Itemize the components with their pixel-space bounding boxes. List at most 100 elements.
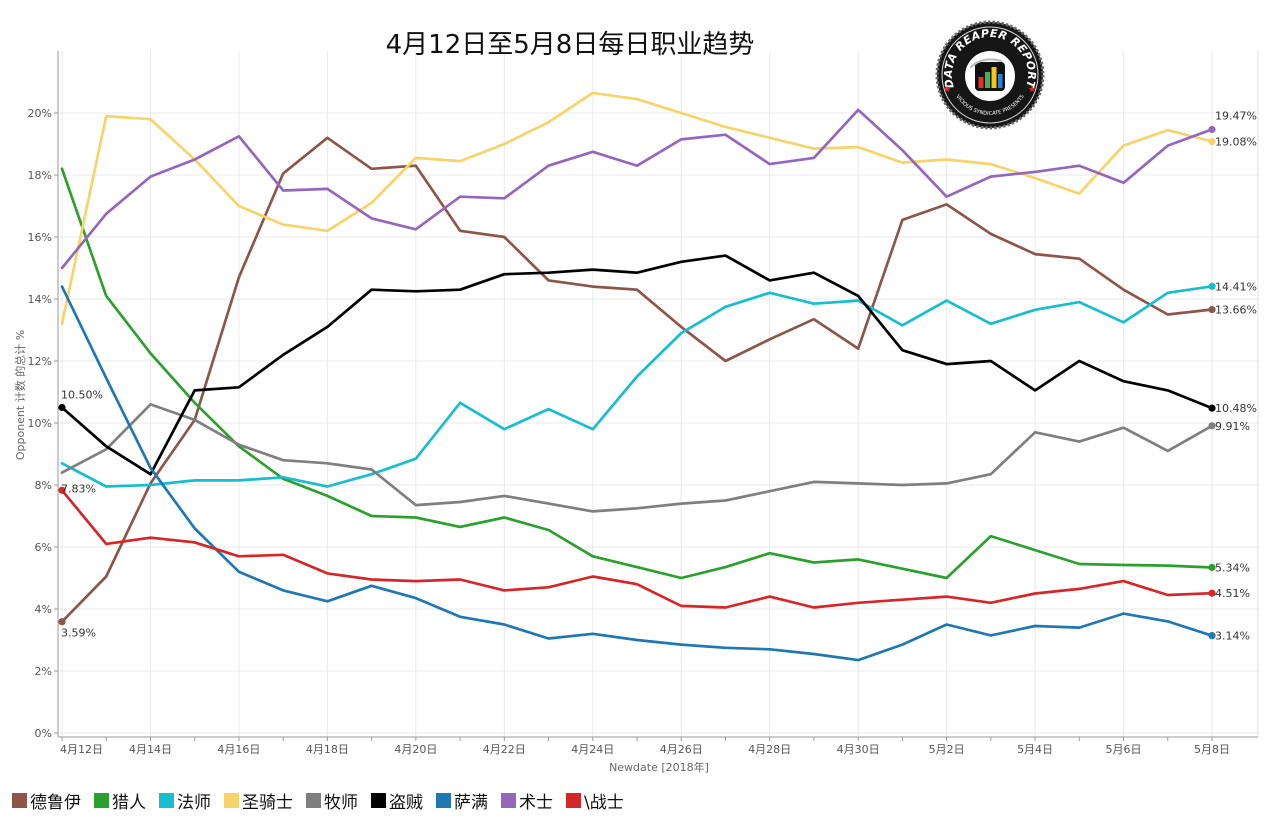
legend-item-shaman[interactable]: 萨满 <box>436 788 488 813</box>
logo-bar-icon <box>985 72 990 88</box>
data-point-mage <box>503 428 506 431</box>
legend-item-warrior[interactable]: \战士 <box>566 788 624 813</box>
logo-bar-icon <box>998 74 1003 88</box>
data-point-paladin <box>812 147 815 150</box>
legend-item-rogue[interactable]: 盗贼 <box>371 788 423 813</box>
data-point-druid <box>414 164 417 167</box>
end-marker-hunter <box>1208 563 1216 572</box>
data-point-shaman <box>370 584 373 587</box>
data-point-paladin <box>989 163 992 166</box>
data-point-warlock <box>901 149 904 152</box>
data-point-druid <box>282 172 285 175</box>
data-point-paladin <box>901 161 904 164</box>
data-point-mage <box>768 291 771 294</box>
legend-swatch-paladin <box>224 793 239 808</box>
legend-item-hunter[interactable]: 猎人 <box>94 788 146 813</box>
data-point-paladin <box>105 115 108 118</box>
y-tick-label: 20% <box>28 107 52 120</box>
data-point-druid <box>105 575 108 578</box>
data-point-mage <box>591 428 594 431</box>
data-point-warlock <box>326 187 329 190</box>
data-point-priest <box>636 507 638 510</box>
data-point-priest <box>105 448 108 451</box>
legend-label-rogue: 盗贼 <box>389 793 423 813</box>
data-point-druid <box>636 288 638 291</box>
data-point-mage <box>680 332 683 335</box>
data-point-shaman <box>105 377 108 380</box>
data-point-hunter <box>945 577 948 579</box>
data-point-shaman <box>61 285 63 288</box>
legend-item-druid[interactable]: 德鲁伊 <box>12 788 81 813</box>
legend-swatch-warrior <box>566 793 581 808</box>
y-tick-label: 4% <box>35 603 52 616</box>
logo-bar-icon <box>991 67 997 88</box>
legend-item-mage[interactable]: 法师 <box>159 788 211 813</box>
data-point-priest <box>812 480 815 483</box>
data-point-shaman <box>414 597 417 600</box>
data-point-hunter <box>326 494 329 497</box>
data-point-hunter <box>1122 564 1125 566</box>
data-point-paladin <box>149 118 152 121</box>
data-label-layer: 3.59% 10.50% 7.83% 19.47% 19.08% 14.41% 13.66%… <box>61 109 1257 642</box>
data-point-mage <box>945 299 948 302</box>
legend-item-priest[interactable]: 牧师 <box>306 788 358 813</box>
data-point-hunter <box>193 401 196 404</box>
data-point-priest <box>1034 431 1037 434</box>
data-point-warlock <box>237 135 240 138</box>
end-label-druid: 13.66% <box>1215 304 1257 317</box>
data-point-shaman <box>547 637 550 640</box>
y-tick-label: 10% <box>28 417 52 430</box>
end-marker-priest <box>1208 422 1216 430</box>
data-point-druid <box>149 482 152 485</box>
logo-inner-ring <box>941 26 1039 124</box>
data-point-warlock <box>768 163 771 166</box>
data-point-shaman <box>1122 612 1125 615</box>
data-point-paladin <box>1078 192 1081 195</box>
data-point-warlock <box>1078 164 1081 167</box>
data-point-rogue <box>370 288 373 291</box>
data-point-druid <box>989 232 992 235</box>
data-point-paladin <box>547 121 550 124</box>
data-point-warrior <box>326 572 329 575</box>
legend-item-warlock[interactable]: 术士 <box>501 788 553 813</box>
data-point-shaman <box>901 643 904 646</box>
start-label-warrior: 7.83% <box>61 482 96 495</box>
y-tick-label: 14% <box>28 293 52 306</box>
x-tick-label: 4月26日 <box>660 743 703 756</box>
data-point-priest <box>414 504 417 507</box>
data-point-priest <box>989 473 992 476</box>
legend-label-hunter: 猎人 <box>112 793 146 813</box>
data-point-paladin <box>1166 129 1169 132</box>
legend-label-mage: 法师 <box>177 793 211 813</box>
data-point-mage <box>105 485 108 488</box>
data-point-paladin <box>237 205 240 207</box>
data-point-shaman <box>591 632 594 635</box>
data-point-druid <box>1166 313 1169 316</box>
data-point-rogue <box>1034 389 1037 392</box>
data-point-priest <box>857 482 860 485</box>
end-label-mage: 14.41% <box>1215 280 1257 293</box>
data-point-shaman <box>680 643 683 646</box>
legend-label-warrior: \战士 <box>584 793 624 813</box>
data-point-rogue <box>680 260 683 263</box>
data-point-shaman <box>282 589 285 592</box>
data-point-hunter <box>591 555 594 558</box>
legend-item-paladin[interactable]: 圣骑士 <box>224 788 293 813</box>
data-point-priest <box>370 468 373 471</box>
end-label-warrior: 4.51% <box>1215 587 1250 600</box>
data-point-warrior <box>149 536 152 539</box>
data-point-rogue <box>149 473 152 476</box>
data-point-mage <box>237 479 240 482</box>
data-point-priest <box>901 484 904 486</box>
data-point-paladin <box>370 201 373 204</box>
data-point-mage <box>857 299 860 302</box>
data-point-mage <box>370 473 373 476</box>
legend-swatch-warlock <box>501 793 516 808</box>
data-point-mage <box>901 324 904 327</box>
data-point-warlock <box>1034 170 1037 173</box>
x-tick-label: 5月8日 <box>1194 743 1230 756</box>
x-tick-label: 5月6日 <box>1106 743 1142 756</box>
data-point-warlock <box>547 164 550 167</box>
end-label-paladin: 19.08% <box>1215 136 1257 149</box>
series-line-druid <box>60 136 1214 624</box>
